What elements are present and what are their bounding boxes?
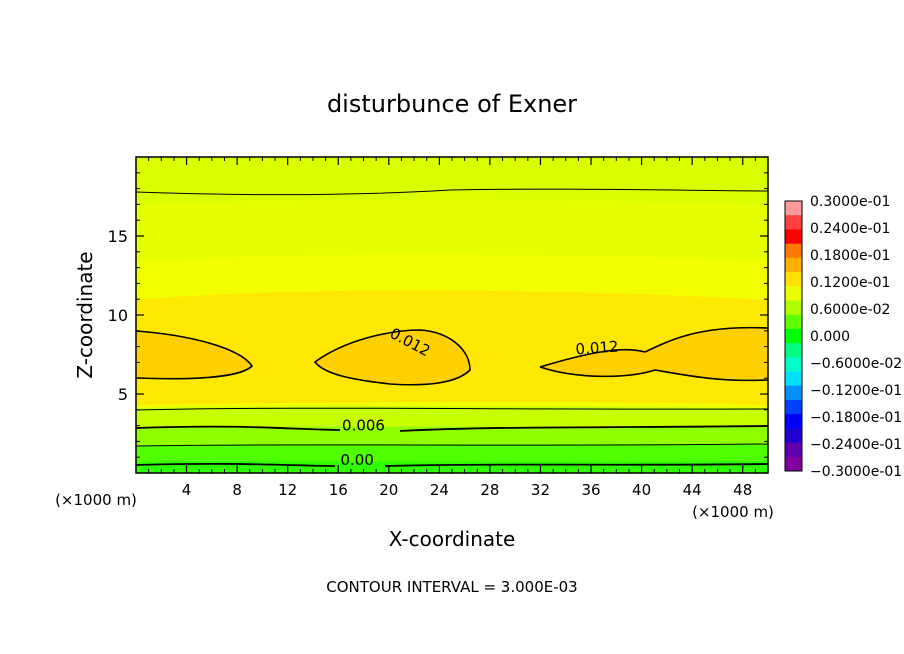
- x-axis-label: X-coordinate: [389, 527, 516, 551]
- contour-field: [136, 157, 768, 473]
- x-tick-label: 8: [232, 481, 242, 499]
- colorbar-swatch: [785, 357, 802, 373]
- x-tick-label: 28: [480, 481, 499, 499]
- colorbar-swatch: [785, 201, 802, 216]
- x-unit-left: (×1000 m): [55, 491, 137, 509]
- x-tick-label: 24: [430, 481, 449, 499]
- x-tick-label: 16: [329, 481, 348, 499]
- colorbar-swatch: [785, 371, 802, 387]
- x-tick-label: 44: [683, 481, 702, 499]
- contour-line-009: [136, 407, 768, 411]
- colorbar-swatch: [785, 385, 802, 401]
- colorbar-swatch: [785, 243, 802, 259]
- field-pocket-left: [136, 332, 252, 379]
- colorbar-swatch: [785, 229, 802, 245]
- colorbar-swatch: [785, 300, 802, 316]
- colorbar-frame: [784, 200, 803, 472]
- x-tick-label: 20: [379, 481, 398, 499]
- colorbar-label: 0.3000e-01: [810, 194, 890, 210]
- x-unit-right: (×1000 m): [692, 503, 774, 521]
- chart-title: disturbunce of Exner: [327, 90, 577, 118]
- colorbar-swatch: [785, 314, 802, 330]
- colorbar-swatch: [785, 442, 802, 458]
- contour-line-0.012-left: [136, 330, 254, 380]
- colorbar-label: −0.1200e-01: [810, 383, 902, 399]
- colorbar-label: −0.1800e-01: [810, 410, 902, 426]
- colorbar: [784, 200, 803, 472]
- x-tick-label: 48: [733, 481, 752, 499]
- contour-label: 0.012: [575, 337, 619, 358]
- contour-label: 0.006: [342, 416, 385, 434]
- x-tick-label: 40: [632, 481, 651, 499]
- x-axis-ticks: 4 8 12 16 20 24 28 32 36 40 44 48: [148, 157, 756, 499]
- x-tick-label: 36: [581, 481, 600, 499]
- colorbar-label: 0.1800e-01: [810, 248, 890, 264]
- colorbar-swatch: [785, 428, 802, 444]
- field-pocket-right: [540, 327, 768, 381]
- colorbar-swatch: [785, 343, 802, 358]
- colorbar-swatch: [785, 414, 802, 429]
- field-pocket-center: [315, 330, 470, 385]
- colorbar-label: 0.6000e-02: [810, 302, 890, 318]
- colorbar-swatch: [785, 328, 802, 344]
- x-tick-label: 4: [182, 481, 192, 499]
- y-tick-label: 15: [108, 227, 128, 246]
- colorbar-label: −0.3000e-01: [810, 464, 902, 480]
- contour-line-0.00: [136, 462, 768, 467]
- y-axis-label: Z-coordinate: [73, 251, 97, 378]
- colorbar-swatch: [785, 286, 802, 301]
- colorbar-swatch: [785, 272, 802, 287]
- colorbar-label: −0.2400e-01: [810, 437, 902, 453]
- colorbar-labels: 0.3000e-01 0.2400e-01 0.1800e-01 0.1200e-01…: [810, 194, 902, 480]
- x-tick-label: 12: [278, 481, 297, 499]
- colorbar-swatch: [785, 257, 802, 273]
- y-tick-label: 10: [108, 306, 128, 325]
- contour-line-0.012-center: [313, 329, 471, 386]
- contour-line-0.012-right: [539, 326, 768, 382]
- colorbar-swatch: [785, 215, 802, 230]
- colorbar-label: 0.000: [810, 329, 850, 345]
- contour-label: 0.00: [340, 451, 373, 469]
- colorbar-swatch: [785, 399, 802, 415]
- y-tick-label: 5: [118, 385, 128, 404]
- contour-line-003: [136, 443, 768, 447]
- field-band-upper: [136, 199, 768, 262]
- footer-note: CONTOUR INTERVAL = 3.000E-03: [326, 578, 577, 596]
- colorbar-label: 0.1200e-01: [810, 275, 890, 291]
- colorbar-label: −0.6000e-02: [810, 356, 902, 372]
- x-tick-label: 32: [531, 481, 550, 499]
- colorbar-label: 0.2400e-01: [810, 221, 890, 237]
- contour-line-0.006: [136, 425, 768, 432]
- colorbar-swatch: [785, 456, 802, 472]
- contour-line-top: [136, 188, 768, 196]
- y-axis-ticks: 5 10 15: [108, 172, 768, 458]
